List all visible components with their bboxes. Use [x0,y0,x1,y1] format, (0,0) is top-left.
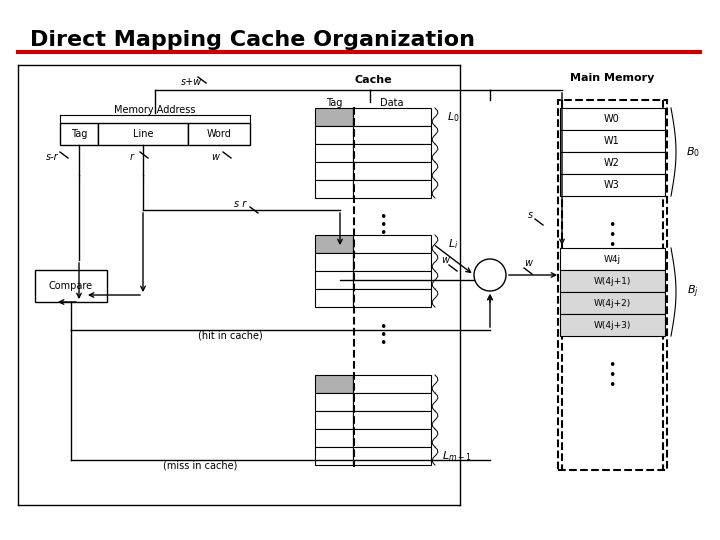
Text: W3: W3 [604,180,620,190]
Text: r: r [130,152,134,162]
Bar [353,447,431,465]
Text: •: • [608,219,616,233]
Text: •: • [379,219,387,233]
Bar [315,271,353,289]
Text: Memory Address: Memory Address [114,105,196,115]
Text: Main Memory: Main Memory [570,73,654,83]
Bar [560,270,665,292]
Circle shape [474,259,506,291]
Bar [558,100,667,470]
Text: W0: W0 [604,114,620,124]
Text: Data: Data [380,98,404,108]
Bar [353,271,431,289]
Bar [315,144,353,162]
Text: •: • [608,360,616,373]
Text: •: • [379,336,387,349]
Text: •: • [379,321,387,334]
Bar [353,393,431,411]
Bar [315,108,353,126]
Text: (hit in cache): (hit in cache) [197,331,262,341]
Text: $L_i$: $L_i$ [448,237,458,251]
Text: Direct Mapping Cache Organization: Direct Mapping Cache Organization [30,30,475,50]
Text: W1: W1 [604,136,620,146]
Text: •: • [608,230,616,242]
Bar [315,447,353,465]
Text: •: • [608,240,616,253]
Bar [315,235,353,253]
Text: $B_0$: $B_0$ [686,145,700,159]
Text: s-r: s-r [45,152,58,162]
Bar [353,429,431,447]
Bar [353,180,431,198]
Bar [353,411,431,429]
Text: Compare: Compare [49,281,93,291]
Text: Word: Word [207,129,231,139]
Text: W(4j+1): W(4j+1) [593,276,631,286]
Text: w: w [524,258,532,268]
Bar [560,292,665,314]
Text: •: • [608,369,616,382]
Bar [315,126,353,144]
Text: w: w [211,152,219,162]
Text: •: • [379,212,387,225]
Text: s+w: s+w [181,77,202,87]
Text: W2: W2 [604,158,620,168]
Bar [560,174,665,196]
Bar [315,411,353,429]
Bar [315,162,353,180]
Bar [353,235,431,253]
Bar [98,123,188,145]
Text: Tag: Tag [71,129,87,139]
Bar [315,393,353,411]
Bar [353,144,431,162]
Text: w: w [441,255,449,265]
Bar [315,429,353,447]
Bar [560,152,665,174]
Bar [315,180,353,198]
Text: •: • [608,380,616,393]
Text: W(4j+2): W(4j+2) [593,299,631,307]
Bar [353,162,431,180]
Bar [560,314,665,336]
Bar [560,108,665,130]
Text: s r: s r [234,199,246,209]
Text: •: • [379,227,387,240]
Bar [560,130,665,152]
Bar [353,126,431,144]
Bar [315,289,353,307]
Bar [315,375,353,393]
Text: W(4j+3): W(4j+3) [593,321,631,329]
Text: $L_0$: $L_0$ [446,110,459,124]
Text: s: s [528,210,533,220]
Text: Line: Line [132,129,153,139]
Bar [353,375,431,393]
Bar [560,248,665,270]
Text: Cache: Cache [354,75,392,85]
Text: (miss in cache): (miss in cache) [163,461,237,471]
Bar [188,123,250,145]
Bar [60,123,98,145]
Bar [35,270,107,302]
Bar [315,253,353,271]
Bar [353,253,431,271]
Bar [353,289,431,307]
Text: $B_j$: $B_j$ [687,284,699,300]
Text: $L_{m-1}$: $L_{m-1}$ [442,449,472,463]
Text: Tag: Tag [326,98,342,108]
Text: W4j: W4j [603,254,621,264]
Text: •: • [379,328,387,341]
Bar [353,108,431,126]
